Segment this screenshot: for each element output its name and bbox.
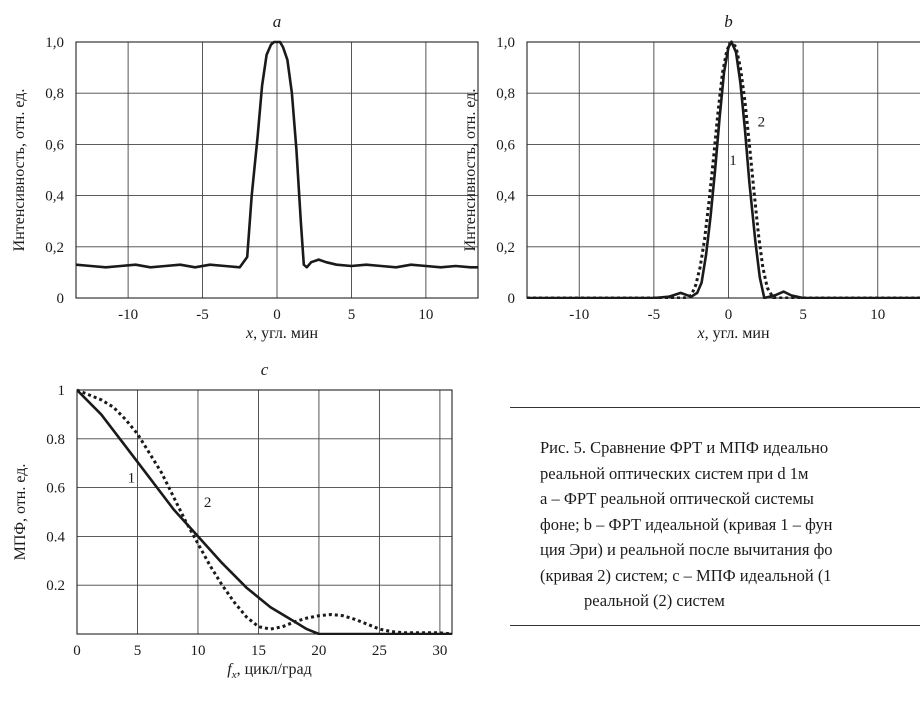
caption-line: ция Эри) и реальной после вычитания фо xyxy=(540,540,833,559)
x-tick-label: 25 xyxy=(372,643,387,659)
x-tick-label: 0 xyxy=(725,307,733,323)
y-axis-label: Интенсивность, отн. ед. xyxy=(11,89,28,252)
x-tick-label: 15 xyxy=(251,643,266,659)
y-tick-label: 1,0 xyxy=(45,35,64,51)
y-tick-label: 0.8 xyxy=(46,432,65,448)
caption-line: фоне; b – ФРТ идеальной (кривая 1 – фун xyxy=(540,514,833,534)
series-line-1 xyxy=(76,40,478,269)
x-tick-label: 5 xyxy=(799,307,807,323)
y-tick-label: 0,8 xyxy=(45,86,64,102)
x-axis-label: fx, цикл/град xyxy=(227,661,311,681)
plot-frame xyxy=(526,41,920,299)
chart-panel-c: 0 5 10 15 20 25 30 0.2 0.4 0.6 0.8 1 c МПФ, отн. ед. f… xyxy=(12,360,453,681)
series-line-2 xyxy=(77,388,452,635)
y-tick-label: 0,4 xyxy=(496,189,515,205)
y-tick-label: 1,0 xyxy=(496,35,515,51)
caption-line: реальной (2) систем xyxy=(584,591,725,610)
y-tick-label: 1 xyxy=(58,383,66,399)
x-tick-label: 0 xyxy=(273,307,281,323)
y-tick-label: 0 xyxy=(508,291,516,307)
curve-label: 2 xyxy=(204,495,212,511)
chart-panel-b: -10 -5 0 5 10 0 0,2 0,4 0,6 0,8 1,0 b Интенсивность,… xyxy=(462,12,920,342)
y-axis-label: Интенсивность, отн. ед. xyxy=(462,89,479,252)
caption-line: реальной оптических систем при d 1м xyxy=(540,463,809,483)
curve-label: 1 xyxy=(729,153,737,169)
x-tick-label: 10 xyxy=(870,307,885,323)
x-tick-label: 10 xyxy=(418,307,433,323)
figure-caption: Рис. 5. Сравнение ФРТ и МПФ идеально реа… xyxy=(540,435,920,614)
y-tick-label: 0,2 xyxy=(45,240,64,256)
x-tick-label: -5 xyxy=(648,307,661,323)
panel-title: a xyxy=(273,12,282,31)
series-line-1 xyxy=(527,40,920,299)
plot-frame xyxy=(76,389,453,635)
caption-line: Рис. 5. Сравнение ФРТ и МПФ идеально xyxy=(540,438,829,457)
y-tick-label: 0,2 xyxy=(496,240,515,256)
x-tick-label: 20 xyxy=(311,643,326,659)
x-tick-label: 30 xyxy=(432,643,447,659)
y-tick-label: 0,4 xyxy=(45,189,64,205)
y-tick-label: 0,8 xyxy=(496,86,515,102)
caption-line: a – ФРТ реальной оптической системы xyxy=(540,489,814,508)
panel-title: b xyxy=(724,12,733,31)
y-axis-label: МПФ, отн. ед. xyxy=(12,464,29,561)
y-tick-label: 0,6 xyxy=(496,137,515,153)
x-tick-label: 5 xyxy=(348,307,356,323)
y-tick-label: 0 xyxy=(57,291,65,307)
caption-bottom-rule xyxy=(510,625,920,626)
chart-panel-a: -10 -5 0 5 10 0 0,2 0,4 0,6 0,8 1,0 a Интенсивность,… xyxy=(11,12,479,342)
panel-title: c xyxy=(261,360,269,379)
x-tick-label: 5 xyxy=(134,643,142,659)
y-tick-label: 0,6 xyxy=(45,137,64,153)
x-tick-label: 0 xyxy=(73,643,81,659)
series-line-1 xyxy=(77,389,452,635)
curve-label: 2 xyxy=(758,114,766,130)
x-axis-label: x, угл. мин xyxy=(696,325,770,342)
caption-top-rule xyxy=(510,407,920,408)
y-tick-label: 0.2 xyxy=(46,578,65,594)
x-tick-label: -5 xyxy=(196,307,209,323)
x-axis-label: x, угл. мин xyxy=(245,325,319,342)
curve-label: 1 xyxy=(128,471,136,487)
caption-line: (кривая 2) систем; с – МПФ идеальной (1 xyxy=(540,565,832,585)
x-tick-label: 10 xyxy=(190,643,205,659)
y-tick-label: 0.4 xyxy=(46,529,65,545)
y-tick-label: 0.6 xyxy=(46,481,65,497)
x-tick-label: -10 xyxy=(118,307,138,323)
x-tick-label: -10 xyxy=(569,307,589,323)
